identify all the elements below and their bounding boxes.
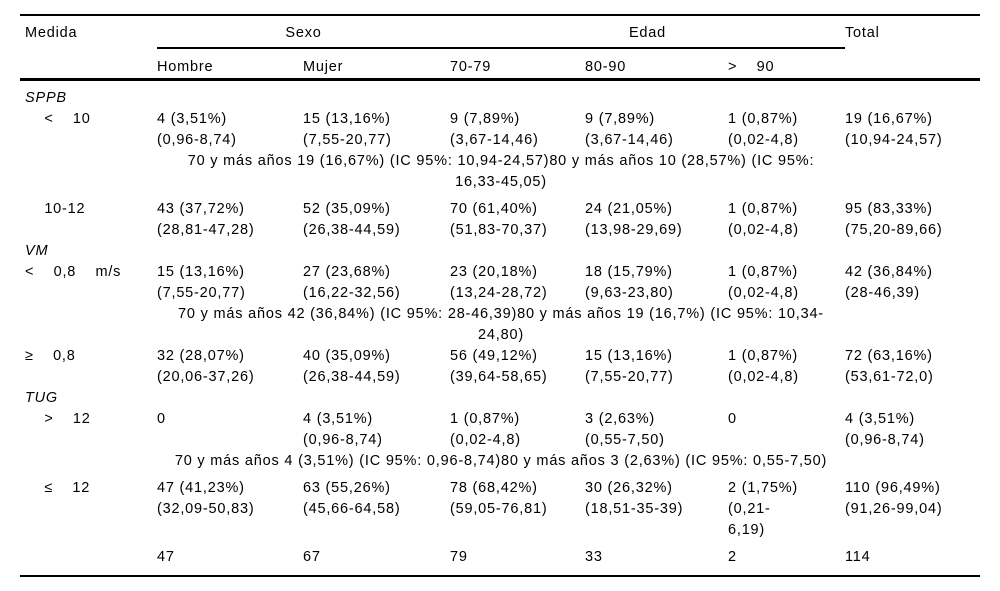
table-cell: 56 (49,12%) (39,64-58,65) <box>450 348 548 385</box>
table-cell: 23 (20,18%) (13,24-28,72) <box>450 264 548 301</box>
empty-cell <box>20 48 157 81</box>
section-row-tug: TUG <box>20 388 980 409</box>
merged-ic-note: 70 y más años 4 (3,51%) (IC 95%: 0,96-8,… <box>174 453 828 469</box>
table-cell: 70 (61,40%) (51,83-70,37) <box>450 201 548 238</box>
table-cell: 4 (3,51%) (0,96-8,74) <box>303 411 383 448</box>
table-cell: 1 (0,87%) (0,02-4,8) <box>728 111 799 148</box>
subheader-gt-90: > 90 <box>728 48 845 81</box>
table-cell: 42 (36,84%) (28-46,39) <box>845 264 933 301</box>
section-title-sppb: SPPB <box>25 90 67 106</box>
table-cell: 19 (16,67%) (10,94-24,57) <box>845 111 943 148</box>
table-cell: 15 (13,16%) (7,55-20,77) <box>303 111 392 148</box>
span-row-sppb: 70 y más años 19 (16,67%) (IC 95%: 10,94… <box>20 151 980 193</box>
table-cell: 9 (7,89%) (3,67-14,46) <box>450 111 539 148</box>
section-row-sppb: SPPB <box>20 80 980 110</box>
merged-ic-note: 70 y más años 19 (16,67%) (IC 95%: 10,94… <box>187 153 815 190</box>
table-cell: 0 <box>728 411 737 427</box>
table-cell: 32 (28,07%) (20,06-37,26) <box>157 348 255 385</box>
subheader-hombre: Hombre <box>157 48 303 81</box>
table-cell: 15 (13,16%) (7,55-20,77) <box>585 348 674 385</box>
table-cell: 72 (63,16%) (53,61-72,0) <box>845 348 934 385</box>
table-cell: 78 (68,42%) (59,05-76,81) <box>450 480 548 517</box>
subheader-70-79: 70-79 <box>450 48 585 81</box>
empty-cell <box>845 451 980 472</box>
table-cell: 3 (2,63%) (0,55-7,50) <box>585 411 665 448</box>
data-row-sppb-lt10: < 10 4 (3,51%) (0,96-8,74) 15 (13,16%) (… <box>20 109 980 151</box>
span-row-vm: 70 y más años 42 (36,84%) (IC 95%: 28-46… <box>20 304 980 346</box>
group-header-edad: Edad <box>450 15 845 49</box>
total-count-70-79: 79 <box>450 549 468 565</box>
section-row-vm: VM <box>20 241 980 262</box>
table-cell: 24 (21,05%) (13,98-29,69) <box>585 201 683 238</box>
column-header-medida: Medida <box>25 25 78 41</box>
table-cell: 4 (3,51%) (0,96-8,74) <box>157 111 237 148</box>
table-cell: 0 <box>157 411 166 427</box>
table-cell: 15 (13,16%) (7,55-20,77) <box>157 264 246 301</box>
group-header-sexo: Sexo <box>157 15 450 49</box>
merged-ic-note: 70 y más años 42 (36,84%) (IC 95%: 28-46… <box>178 306 824 343</box>
table-cell: 27 (23,68%) (16,22-32,56) <box>303 264 401 301</box>
span-row-tug: 70 y más años 4 (3,51%) (IC 95%: 0,96-8,… <box>20 451 980 472</box>
total-count-hombre: 47 <box>157 549 175 565</box>
data-row-tug-gt12: > 12 0 4 (3,51%) (0,96-8,74) 1 (0,87%) (… <box>20 409 980 451</box>
total-count-overall: 114 <box>845 549 871 565</box>
total-count-gt90: 2 <box>728 549 737 565</box>
data-row-vm-ge08: ≥ 0,8 32 (28,07%) (20,06-37,26) 40 (35,0… <box>20 346 980 388</box>
row-label: 10-12 <box>25 201 86 217</box>
header-row-subgroups: Hombre Mujer 70-79 80-90 > 90 <box>20 48 980 81</box>
empty-cell <box>845 48 980 81</box>
empty-cell <box>20 541 157 576</box>
empty-cell <box>20 151 157 193</box>
row-label: < 10 <box>25 111 91 127</box>
table-cell: 30 (26,32%) (18,51-35-39) <box>585 480 684 517</box>
column-header-total: Total <box>845 25 880 41</box>
table-cell: 52 (35,09%) (26,38-44,59) <box>303 201 401 238</box>
section-title-tug: TUG <box>25 390 59 406</box>
table-cell: 9 (7,89%) (3,67-14,46) <box>585 111 674 148</box>
table-cell: 43 (37,72%) (28,81-47,28) <box>157 201 255 238</box>
header-row-groups: Medida Sexo Edad Total <box>20 15 980 49</box>
row-label: > 12 <box>25 411 91 427</box>
data-row-sppb-1012: 10-12 43 (37,72%) (28,81-47,28) 52 (35,0… <box>20 193 980 241</box>
total-count-80-90: 33 <box>585 549 603 565</box>
row-label: ≥ 0,8 <box>25 348 76 364</box>
subheader-80-90: 80-90 <box>585 48 728 81</box>
empty-cell <box>845 304 980 346</box>
table-cell: 63 (55,26%) (45,66-64,58) <box>303 480 401 517</box>
table-cell: 1 (0,87%) (0,02-4,8) <box>728 201 799 238</box>
table-cell: 47 (41,23%) (32,09-50,83) <box>157 480 255 517</box>
row-label: ≤ 12 <box>25 480 91 496</box>
table-cell: 1 (0,87%) (0,02-4,8) <box>728 348 799 385</box>
total-count-mujer: 67 <box>303 549 321 565</box>
table-cell: 18 (15,79%) (9,63-23,80) <box>585 264 674 301</box>
row-label: < 0,8 m/s <box>25 264 122 280</box>
table-cell: 2 (1,75%) (0,21- 6,19) <box>728 480 799 538</box>
data-row-vm-lt08: < 0,8 m/s 15 (13,16%) (7,55-20,77) 27 (2… <box>20 262 980 304</box>
table-cell: 4 (3,51%) (0,96-8,74) <box>845 411 925 448</box>
table-cell: 40 (35,09%) (26,38-44,59) <box>303 348 401 385</box>
table-cell: 1 (0,87%) (0,02-4,8) <box>728 264 799 301</box>
totals-row: 47 67 79 33 2 114 <box>20 541 980 576</box>
table-cell: 95 (83,33%) (75,20-89,66) <box>845 201 943 238</box>
empty-cell <box>845 151 980 193</box>
data-row-tug-le12: ≤ 12 47 (41,23%) (32,09-50,83) 63 (55,26… <box>20 472 980 541</box>
subheader-mujer: Mujer <box>303 48 450 81</box>
table-cell: 1 (0,87%) (0,02-4,8) <box>450 411 521 448</box>
empty-cell <box>20 451 157 472</box>
statistics-table: Medida Sexo Edad Total Hombre Mujer 70-7… <box>20 14 980 577</box>
section-title-vm: VM <box>25 243 49 259</box>
empty-cell <box>20 304 157 346</box>
table-cell: 110 (96,49%) (91,26-99,04) <box>845 480 943 517</box>
